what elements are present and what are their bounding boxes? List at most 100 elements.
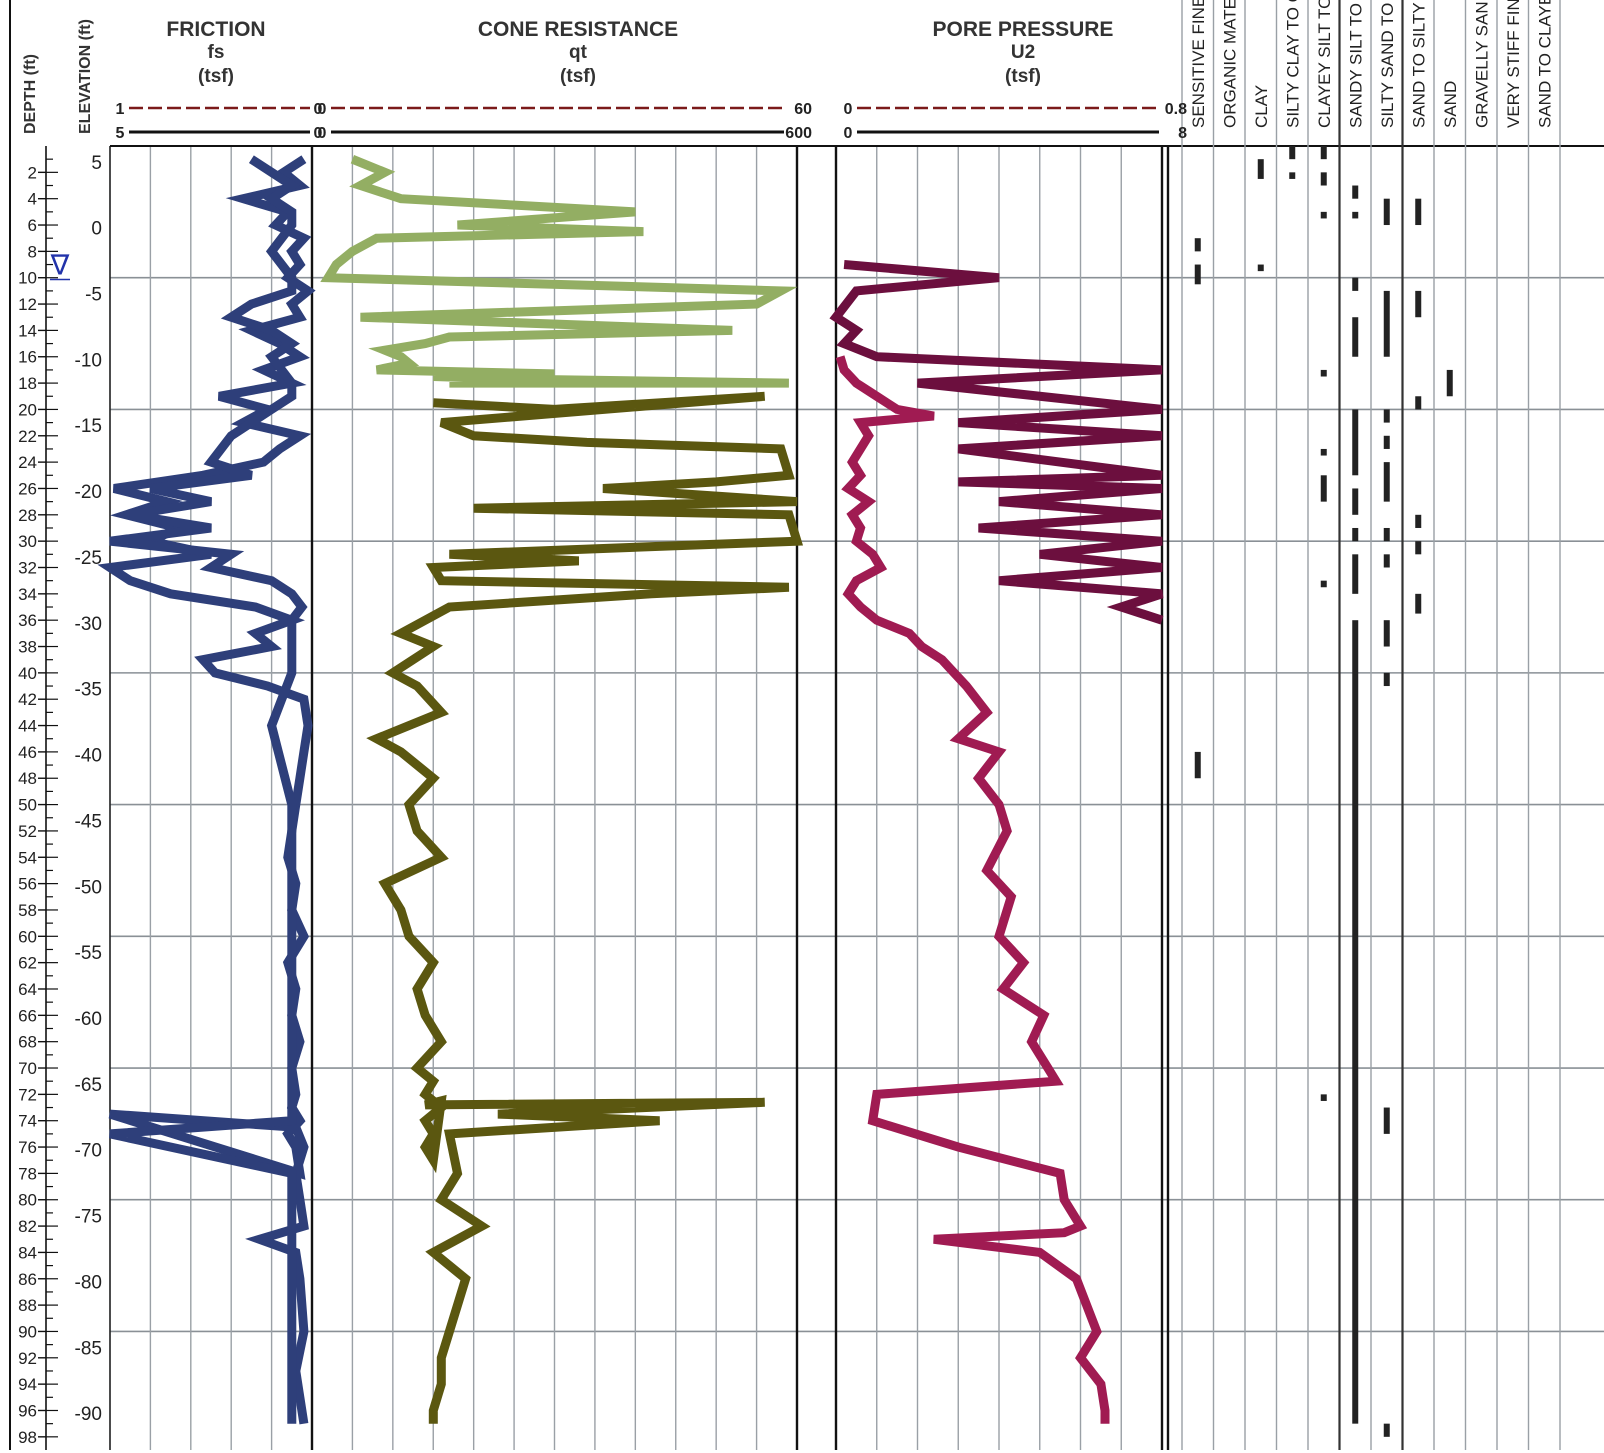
depth-tick-label: 58 [18,901,37,920]
depth-tick-label: 10 [18,269,37,288]
soil-band [1383,527,1390,542]
soil-band [1320,211,1327,219]
depth-elevation-axes: DEPTH (ft) ELEVATION (ft)2468101214161820… [18,19,102,1450]
depth-tick-label: 76 [18,1138,37,1157]
depth-tick-label: 64 [18,980,37,999]
scale-min-label: 0 [318,101,327,118]
soil-band [1383,198,1390,226]
depth-tick-label: 18 [18,374,37,393]
depth-tick-label: 44 [18,717,37,736]
elevation-tick-label: -35 [75,680,102,701]
soil-band [1320,1094,1327,1101]
depth-tick-label: 30 [18,532,37,551]
data-series [97,155,1164,1425]
soil-behaviour-columns: SENSITIVE FINE GRAINED ORGANIC MATERIAL CL… [1189,0,1554,1437]
elevation-tick-label: -60 [75,1009,102,1030]
soil-band [1446,369,1453,397]
depth-tick-label: 24 [18,453,37,472]
panel-unit: (tsf) [198,66,234,87]
elevation-tick-label: -65 [75,1075,102,1096]
depth-tick-label: 80 [18,1191,37,1210]
soil-band [1352,409,1359,476]
panel-symbol: fs [208,42,225,63]
soil-class-label: SAND TO CLAYEY SAND [1535,0,1554,128]
depth-tick-label: 28 [18,506,37,525]
scale-min-label: 0 [844,101,853,118]
soil-band [1415,593,1422,614]
elevation-tick-label: -30 [75,614,102,635]
depth-tick-label: 98 [18,1428,37,1447]
soil-band [1383,1107,1390,1134]
depth-tick-label: 20 [18,400,37,419]
panel-unit: (tsf) [1005,66,1041,87]
scale-max-label: 0.8 [1165,101,1187,118]
soil-band [1383,290,1390,357]
depth-tick-label: 54 [18,848,37,867]
soil-band [1320,580,1327,588]
soil-band [1352,185,1359,199]
soil-band [1415,290,1422,318]
elevation-tick-label: 0 [91,219,102,240]
series-line [109,155,308,1424]
depth-tick-label: 56 [18,875,37,894]
scale-max-label: 8 [1178,125,1187,142]
depth-tick-label: 84 [18,1243,37,1262]
soil-class-label: SENSITIVE FINE GRAINED [1189,0,1208,128]
soil-class-label: VERY STIFF FINE GRAINED [1504,0,1523,128]
elevation-tick-label: -85 [75,1338,102,1359]
panel-title: PORE PRESSURE [933,18,1114,41]
elevation-tick-label: -90 [75,1404,102,1425]
depth-tick-label: 40 [18,664,37,683]
depth-tick-label: 2 [28,163,37,182]
depth-tick-label: 72 [18,1085,37,1104]
elevation-tick-label: -70 [75,1141,102,1162]
elevation-tick-label: 5 [91,153,102,174]
elevation-tick-label: -25 [75,548,102,569]
elevation-tick-label: -5 [85,285,102,306]
panel-symbol: U2 [1011,42,1035,63]
panel-unit: (tsf) [560,66,596,87]
depth-tick-label: 94 [18,1375,37,1394]
depth-tick-label: 66 [18,1006,37,1025]
depth-tick-label: 82 [18,1217,37,1236]
soil-class-label: SANDY SILT TO CLAYEY SILT [1346,0,1365,128]
depth-tick-label: 48 [18,769,37,788]
depth-tick-label: 46 [18,743,37,762]
soil-band [1320,172,1327,186]
groundwater-icon: ∇ [50,250,70,281]
soil-band [1383,554,1390,568]
soil-band [1383,409,1390,423]
depth-tick-label: 42 [18,690,37,709]
depth-axis-label: DEPTH (ft) [22,54,39,134]
depth-tick-label: 90 [18,1322,37,1341]
elevation-tick-label: -75 [75,1207,102,1228]
soil-band [1352,317,1359,357]
soil-band [1289,172,1296,179]
soil-band [1352,211,1359,219]
soil-class-label: CLAY [1252,85,1271,128]
series-line [366,391,804,1424]
elevation-tick-label: -45 [75,811,102,832]
soil-class-label: SILTY SAND TO SANDY SILT [1378,0,1397,128]
depth-tick-label: 14 [18,321,37,340]
series-line [320,155,798,388]
scale-min-label: 1 [116,101,125,118]
panel-title: CONE RESISTANCE [478,18,678,41]
soil-band [1320,146,1327,160]
series-line [97,155,316,1425]
depth-tick-label: 38 [18,638,37,657]
depth-tick-label: 88 [18,1296,37,1315]
soil-band [1352,620,1359,1424]
elevation-tick-label: -10 [75,350,102,371]
series-line [829,260,1164,625]
depth-tick-label: 74 [18,1112,37,1131]
soil-class-label: GRAVELLY SAND TO SAND [1472,0,1491,128]
elevation-axis-label: ELEVATION (ft) [77,19,94,134]
soil-band [1352,277,1359,291]
depth-tick-label: 86 [18,1270,37,1289]
depth-tick-label: 50 [18,796,37,815]
panel-symbol: qt [569,42,588,63]
scale-min-label: 0 [318,125,327,142]
